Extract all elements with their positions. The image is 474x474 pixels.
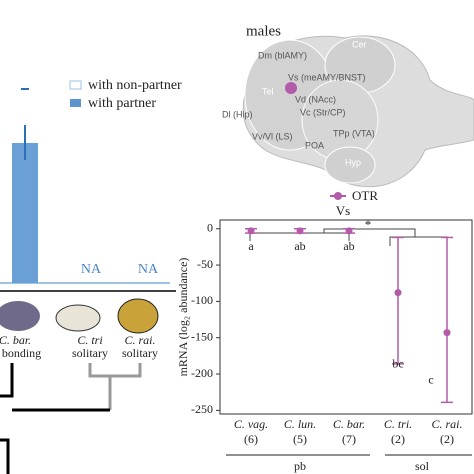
count-label: (5) — [293, 432, 307, 446]
legend-swatch — [70, 99, 81, 107]
brain-title: males — [246, 23, 281, 39]
legend-label: with non-partner — [88, 78, 182, 93]
point — [345, 227, 353, 235]
y-tick-label: -100 — [191, 293, 213, 307]
x-tick-label: C. bar. — [333, 417, 365, 431]
letter-label: ab — [294, 239, 305, 253]
species-behavior: r bonding — [0, 346, 41, 360]
bar — [12, 143, 38, 283]
group-label: sol — [415, 459, 430, 473]
region-label: Cer — [352, 39, 367, 49]
count-label: (2) — [440, 432, 454, 446]
region-label: TPp (VTA) — [333, 128, 375, 138]
legend-swatch — [69, 80, 82, 90]
species-behavior: solitary — [122, 346, 158, 360]
legend-marker — [334, 192, 342, 200]
point — [443, 329, 451, 337]
species-name: C. tri — [77, 333, 102, 347]
region-label: Vd (NAcc) — [295, 94, 336, 104]
legend-label: OTR — [352, 188, 378, 203]
letter-label: c — [428, 372, 433, 386]
region-label: Vv/Vl (LS) — [252, 131, 293, 141]
species-name: C. bar. — [0, 333, 31, 347]
letter-label: a — [248, 239, 254, 253]
letter-label: ab — [343, 239, 354, 253]
y-tick-label: -200 — [191, 366, 213, 380]
chart-title: Vs — [336, 203, 350, 218]
legend-label: with partner — [88, 96, 156, 111]
region-label: POA — [305, 140, 324, 150]
y-axis-label: mRNA (log₂ abundance) — [176, 258, 190, 377]
tree — [0, 363, 110, 474]
significance: * — [365, 217, 372, 232]
region — [324, 146, 376, 184]
fish — [117, 298, 159, 334]
x-tick-label: C. tri. — [384, 417, 412, 431]
tree — [88, 363, 142, 410]
species-behavior: solitary — [72, 346, 108, 360]
x-tick-label: C. lun. — [284, 417, 316, 431]
region-label: Vs (meAMY/BNST) — [288, 72, 366, 82]
point — [247, 227, 255, 235]
letter-label: bc — [392, 356, 403, 370]
species-name: C. rai. — [124, 333, 155, 347]
group-label: pb — [294, 459, 306, 473]
region-label: Tel — [262, 86, 274, 96]
x-tick-label: C. vag. — [234, 417, 268, 431]
region-label: Vc (Str/CP) — [300, 107, 346, 117]
fish — [0, 301, 40, 331]
point — [394, 289, 402, 297]
fish — [55, 304, 101, 332]
left-panel: with non-partner with partner NA NA C. b… — [0, 78, 182, 474]
y-tick-label: -150 — [191, 329, 213, 343]
y-tick-label: 0 — [207, 220, 213, 234]
region-label: Dl (Hip) — [222, 109, 253, 119]
otr-site — [285, 82, 297, 94]
na-label: NA — [81, 262, 102, 277]
brain-diagram: males Cer Tel Dm (blAMY) Vs (meAMY/BNST)… — [222, 23, 474, 188]
y-tick-label: -50 — [197, 257, 213, 271]
na-label: NA — [138, 262, 159, 277]
point — [296, 227, 304, 235]
x-tick-label: C. rai. — [431, 417, 462, 431]
y-tick-label: -250 — [191, 402, 213, 416]
count-label: (7) — [342, 432, 356, 446]
region-label: Dm (blAMY) — [258, 50, 307, 60]
count-label: (6) — [244, 432, 258, 446]
region-label: Hyp — [345, 157, 361, 167]
plot-frame — [219, 219, 473, 415]
count-label: (2) — [391, 432, 405, 446]
